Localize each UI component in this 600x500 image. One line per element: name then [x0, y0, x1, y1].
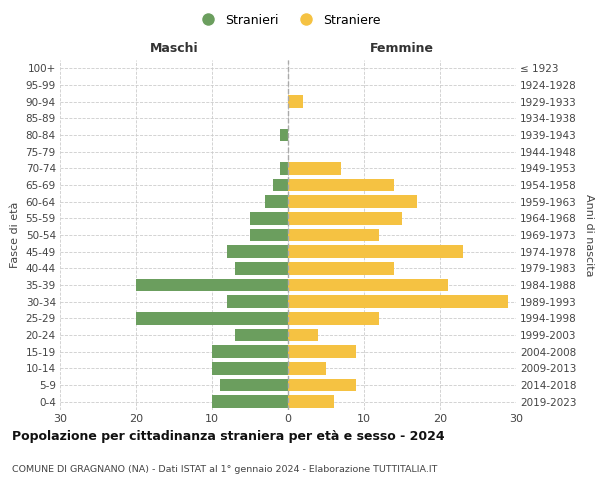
Legend: Stranieri, Straniere: Stranieri, Straniere [190, 8, 386, 32]
Bar [273, 179, 288, 192]
Bar [288, 396, 334, 408]
Bar [288, 279, 448, 291]
Bar [288, 212, 402, 224]
Text: Maschi: Maschi [149, 42, 199, 55]
Bar [288, 229, 379, 241]
Bar [227, 296, 288, 308]
Bar [250, 212, 288, 224]
Bar [235, 329, 288, 341]
Bar [288, 262, 394, 274]
Bar [288, 362, 326, 374]
Text: Popolazione per cittadinanza straniera per età e sesso - 2024: Popolazione per cittadinanza straniera p… [12, 430, 445, 443]
Bar [220, 379, 288, 391]
Bar [288, 312, 379, 324]
Bar [280, 129, 288, 141]
Bar [288, 329, 319, 341]
Bar [288, 96, 303, 108]
Bar [227, 246, 288, 258]
Bar [288, 296, 508, 308]
Bar [288, 196, 417, 208]
Bar [280, 162, 288, 174]
Bar [212, 396, 288, 408]
Bar [265, 196, 288, 208]
Bar [212, 346, 288, 358]
Bar [136, 312, 288, 324]
Bar [288, 179, 394, 192]
Text: Femmine: Femmine [370, 42, 434, 55]
Bar [288, 246, 463, 258]
Bar [212, 362, 288, 374]
Bar [136, 279, 288, 291]
Bar [288, 162, 341, 174]
Text: COMUNE DI GRAGNANO (NA) - Dati ISTAT al 1° gennaio 2024 - Elaborazione TUTTITALI: COMUNE DI GRAGNANO (NA) - Dati ISTAT al … [12, 465, 437, 474]
Bar [235, 262, 288, 274]
Bar [288, 379, 356, 391]
Y-axis label: Fasce di età: Fasce di età [10, 202, 20, 268]
Bar [250, 229, 288, 241]
Bar [288, 346, 356, 358]
Y-axis label: Anni di nascita: Anni di nascita [584, 194, 593, 276]
